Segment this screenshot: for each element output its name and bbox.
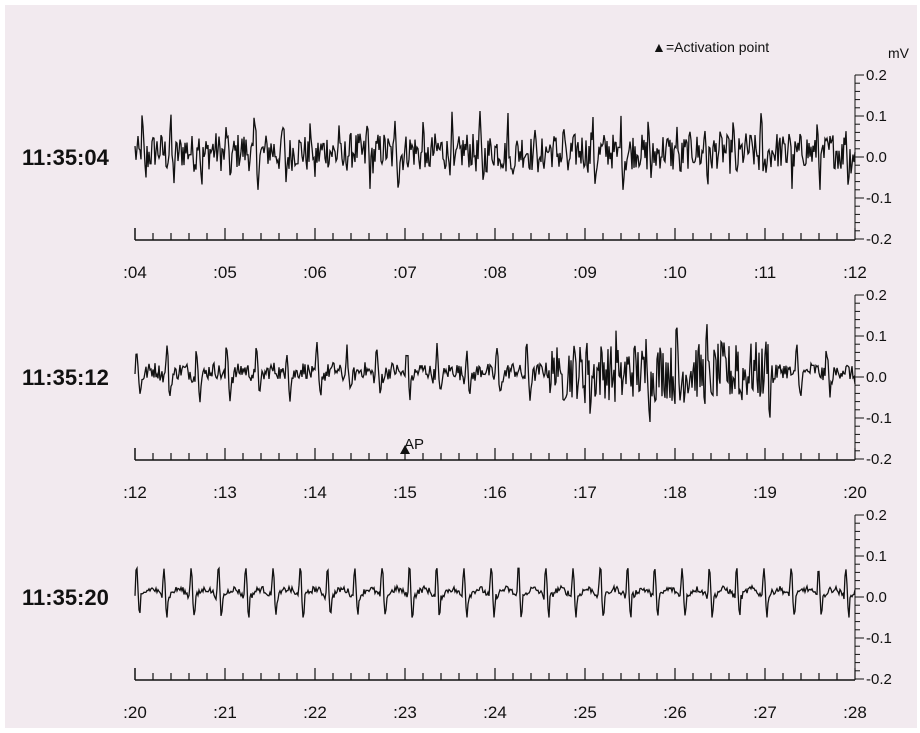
trace-row-1: 11:35:04 :04 :05 :06 :07 :08 :09 :10 :11 :12 0.2 0.… (22, 67, 892, 282)
activation-point-label: AP (404, 436, 424, 453)
legend-marker: ▲ (652, 39, 666, 55)
x-tick-label: :20 (843, 483, 867, 502)
x-tick-label: :09 (573, 263, 597, 282)
y-tick-label: -0.2 (866, 671, 892, 688)
trace-row-3: 11:35:20 :20 :21 :22 :23 :24 :25 :26 :27 :28 0.2 0.… (22, 507, 892, 722)
x-tick-label: :07 (393, 263, 417, 282)
y-tick-label: -0.1 (866, 630, 892, 647)
y-tick-label: -0.1 (866, 190, 892, 207)
ecg-trace (134, 324, 856, 423)
x-tick-label: :21 (213, 703, 237, 722)
x-tick-label: :22 (303, 703, 327, 722)
y-tick-label: 0.0 (866, 369, 887, 386)
x-tick-label: :10 (663, 263, 687, 282)
ecg-trace (134, 565, 856, 618)
ecg-trace (134, 110, 856, 190)
x-tick-label: :19 (753, 483, 777, 502)
trace-row-2: 11:35:12 :12 :13 :14 :15 :16 :17 :18 :19 :20 0.2 0.… (22, 287, 892, 502)
x-tick-label: :15 (393, 483, 417, 502)
x-tick-label: :20 (123, 703, 147, 722)
y-tick-label: -0.1 (866, 410, 892, 427)
legend-label: =Activation point (666, 39, 769, 55)
x-tick-label: :24 (483, 703, 507, 722)
y-tick-label: 0.1 (866, 328, 887, 345)
x-tick-label: :13 (213, 483, 237, 502)
x-tick-label: :04 (123, 263, 147, 282)
x-tick-label: :23 (393, 703, 417, 722)
y-tick-label: 0.2 (866, 507, 887, 524)
x-tick-label: :11 (754, 263, 776, 282)
x-tick-label: :17 (573, 483, 597, 502)
x-tick-label: :16 (483, 483, 507, 502)
legend: ▲ =Activation point (652, 39, 769, 55)
x-tick-label: :25 (573, 703, 597, 722)
y-tick-label: 0.2 (866, 67, 887, 84)
x-tick-label: :05 (213, 263, 237, 282)
y-tick-label: 0.0 (866, 149, 887, 166)
activation-point-marker (400, 445, 410, 454)
y-tick-label: 0.1 (866, 108, 887, 125)
y-tick-label: 0.2 (866, 287, 887, 304)
row-time-label: 11:35:12 (22, 365, 109, 390)
x-tick-label: :12 (843, 263, 867, 282)
y-tick-label: -0.2 (866, 451, 892, 468)
x-tick-label: :08 (483, 263, 507, 282)
y-tick-label: 0.0 (866, 589, 887, 606)
y-tick-label: -0.2 (866, 231, 892, 248)
x-tick-label: :26 (663, 703, 687, 722)
y-unit-label: mV (888, 45, 910, 61)
x-tick-label: :06 (303, 263, 327, 282)
x-tick-label: :14 (303, 483, 327, 502)
x-tick-label: :18 (663, 483, 687, 502)
x-tick-label: :28 (843, 703, 867, 722)
x-tick-label: :12 (123, 483, 147, 502)
row-time-label: 11:35:20 (22, 585, 109, 610)
trace-rows: 11:35:04 :04 :05 :06 :07 :08 :09 :10 :11 :12 0.2 0.… (22, 67, 892, 722)
y-tick-label: 0.1 (866, 548, 887, 565)
row-time-label: 11:35:04 (22, 145, 110, 170)
x-tick-label: :27 (753, 703, 777, 722)
